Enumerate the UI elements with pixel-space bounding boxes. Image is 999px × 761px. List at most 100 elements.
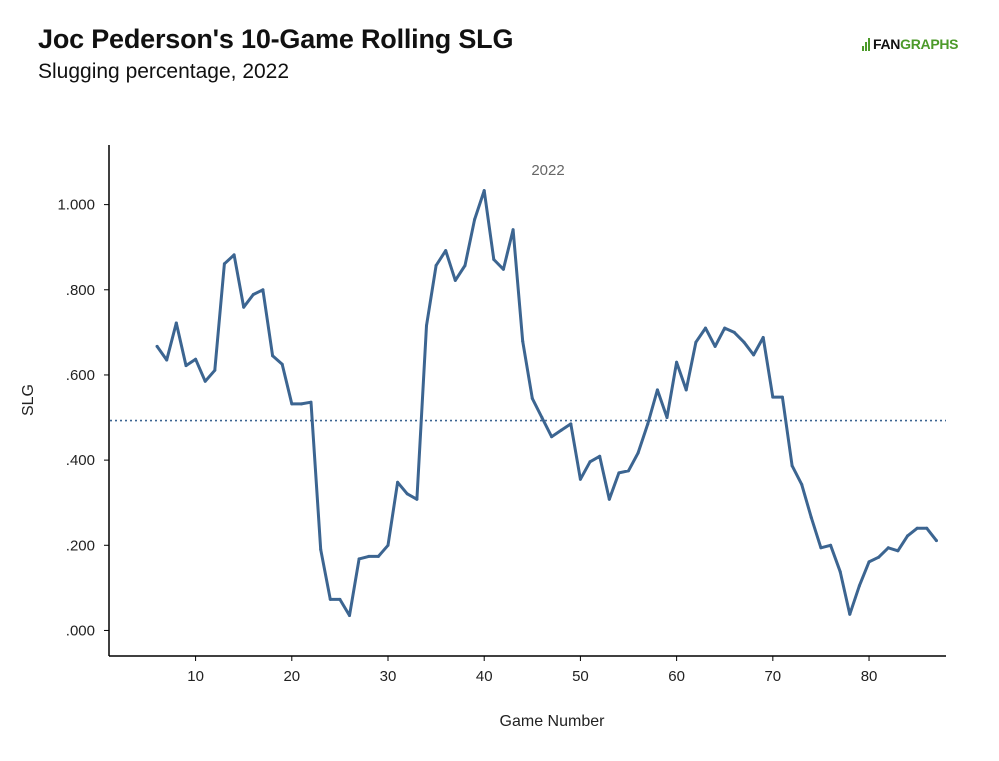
data-point <box>386 543 390 547</box>
data-point <box>713 344 717 348</box>
data-point <box>203 379 207 383</box>
data-point <box>607 497 611 501</box>
data-point <box>309 400 313 404</box>
data-point <box>598 454 602 458</box>
data-point <box>521 339 525 343</box>
data-point <box>559 428 563 432</box>
data-point <box>280 362 284 366</box>
fangraphs-bars-icon <box>862 38 870 51</box>
data-point <box>925 526 929 530</box>
data-point <box>319 548 323 551</box>
data-point <box>261 288 265 292</box>
data-point <box>511 228 515 232</box>
y-tick-label: .600 <box>66 367 95 384</box>
x-axis-title: Game Number <box>500 713 606 730</box>
data-point <box>752 353 756 357</box>
x-tick-label: 70 <box>764 668 781 685</box>
data-point <box>453 278 457 282</box>
data-point <box>684 388 688 392</box>
data-point <box>886 546 890 550</box>
fangraphs-logo[interactable]: FANGRAPHS <box>862 36 959 52</box>
data-point <box>396 480 400 484</box>
y-tick-label: .200 <box>66 537 95 554</box>
data-point <box>742 340 746 344</box>
data-point <box>299 402 303 406</box>
data-point <box>723 326 727 330</box>
data-point <box>492 258 496 261</box>
data-point <box>800 482 804 486</box>
x-tick-label: 30 <box>380 668 397 685</box>
logo-text-fan: FAN <box>873 36 901 52</box>
data-point <box>588 460 592 464</box>
data-point <box>617 471 621 475</box>
data-point <box>232 253 236 257</box>
data-point <box>665 416 669 419</box>
data-point <box>636 451 640 455</box>
data-point <box>540 416 544 419</box>
data-point <box>482 189 486 193</box>
data-point <box>646 422 650 426</box>
data-point <box>213 368 217 372</box>
data-point <box>569 422 573 426</box>
data-point <box>848 612 852 616</box>
data-point <box>463 264 467 267</box>
data-point <box>271 354 275 358</box>
data-point <box>348 614 351 617</box>
data-point <box>771 395 775 399</box>
data-point <box>578 477 582 481</box>
data-point <box>434 264 438 267</box>
y-tick-label: .000 <box>66 622 95 639</box>
data-point <box>376 554 380 558</box>
x-ticks: 10 20 30 40 50 60 70 80 <box>187 656 877 685</box>
data-point <box>627 469 630 473</box>
data-point <box>357 557 361 561</box>
y-tick-label: 1.000 <box>57 197 95 214</box>
year-annotation: 2022 <box>531 162 564 179</box>
data-point <box>242 305 246 309</box>
logo-text-graphs: GRAPHS <box>900 36 959 52</box>
data-point <box>222 262 226 266</box>
x-tick-label: 10 <box>187 668 204 685</box>
data-point <box>838 570 842 574</box>
data-point <box>328 597 332 601</box>
data-point <box>473 218 477 221</box>
data-point <box>251 293 255 296</box>
data-point <box>367 554 371 558</box>
x-tick-label: 20 <box>283 668 300 685</box>
chart-subtitle: Slugging percentage, 2022 <box>38 60 290 83</box>
x-tick-label: 40 <box>476 668 493 685</box>
y-ticks: .000 .200 .400 .600 .800 1.000 <box>57 197 109 639</box>
data-point <box>194 357 198 361</box>
data-point <box>732 330 736 334</box>
y-axis-title: SLG <box>20 384 37 416</box>
chart-title: Joc Pederson's 10-Game Rolling SLG <box>38 24 514 54</box>
data-point <box>550 435 554 439</box>
data-point <box>655 388 659 392</box>
data-point <box>290 402 294 406</box>
data-point <box>829 543 833 547</box>
data-point <box>934 539 938 543</box>
data-point <box>809 516 813 520</box>
x-tick-label: 80 <box>861 668 878 685</box>
data-point <box>425 324 428 328</box>
data-point <box>675 360 679 364</box>
data-point <box>877 555 881 559</box>
data-point <box>444 249 448 253</box>
x-tick-label: 60 <box>668 668 685 685</box>
data-point <box>867 560 871 564</box>
data-point <box>704 326 707 330</box>
data-point <box>694 340 698 344</box>
data-point <box>761 336 765 339</box>
slg-series-line <box>155 189 938 617</box>
y-tick-label: .400 <box>66 452 95 469</box>
data-point <box>790 464 794 468</box>
data-point <box>165 358 169 362</box>
data-point <box>780 395 784 399</box>
data-points <box>155 189 938 617</box>
data-point <box>915 526 919 530</box>
data-point <box>338 597 342 601</box>
data-point <box>819 546 823 550</box>
data-point <box>501 267 505 271</box>
data-point <box>857 584 861 588</box>
